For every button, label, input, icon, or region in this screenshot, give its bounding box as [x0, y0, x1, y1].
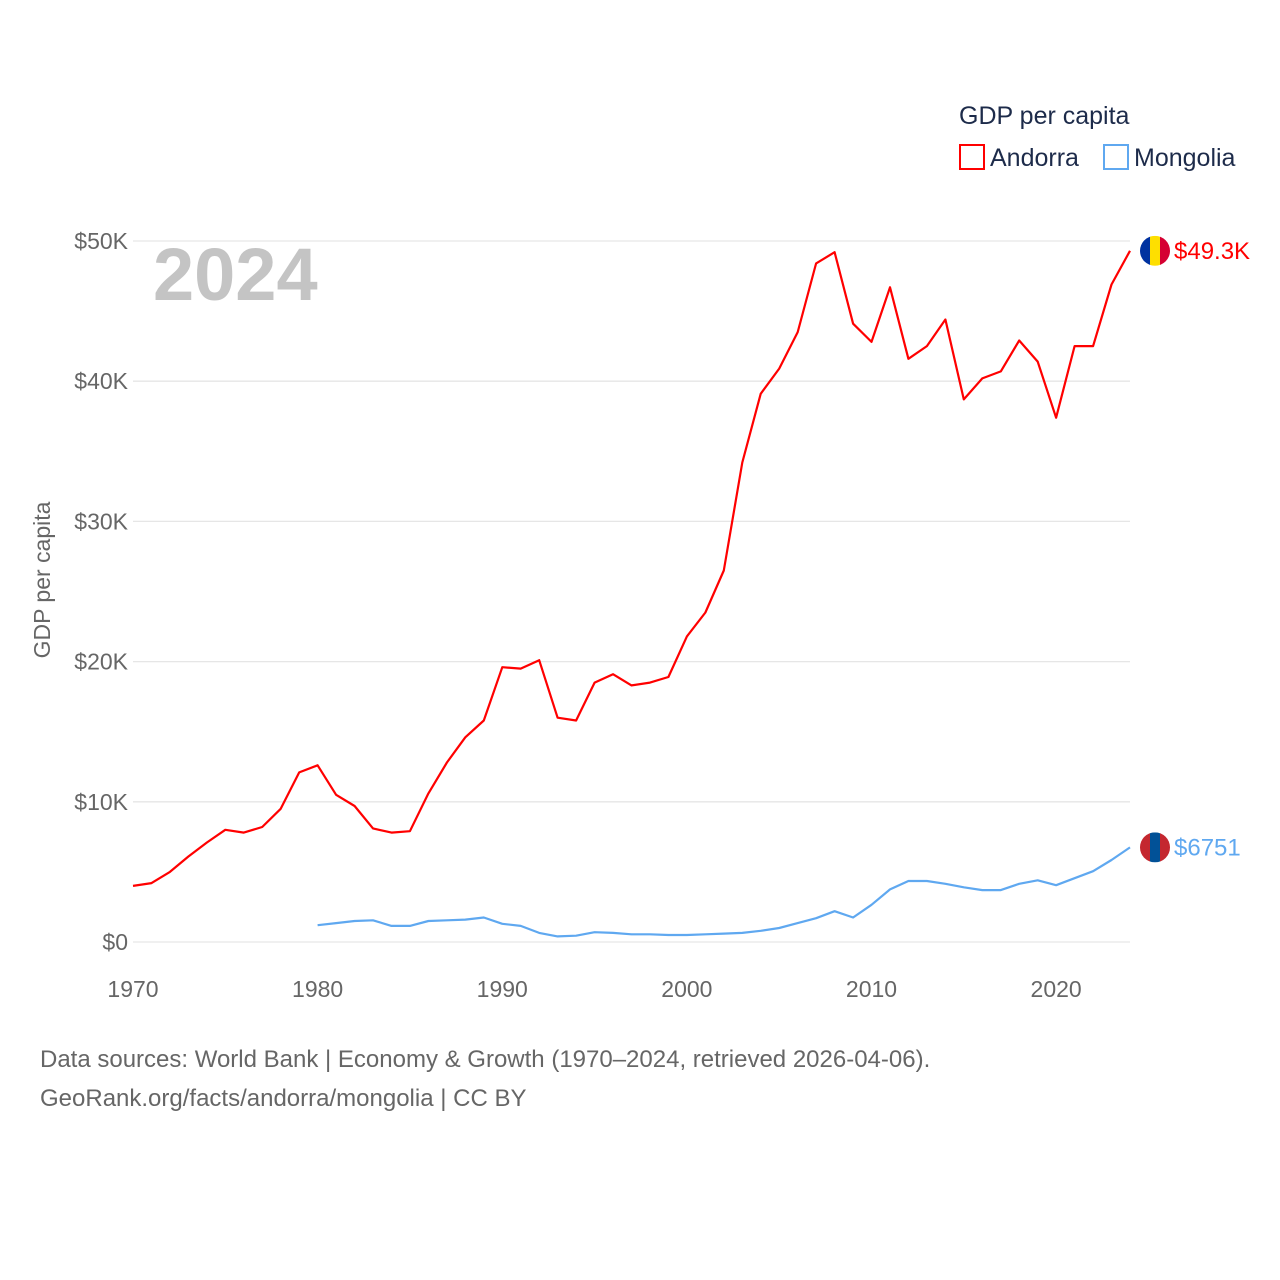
- y-tick-label: $20K: [74, 649, 128, 675]
- x-tick-label: 2000: [661, 976, 712, 1002]
- flag-mongolia-icon: [1140, 832, 1170, 863]
- data-source-note: Data sources: World Bank | Economy & Gro…: [40, 1046, 931, 1073]
- x-tick-label: 1980: [292, 976, 343, 1002]
- legend-swatch-andorra[interactable]: [959, 144, 985, 170]
- legend-title: GDP per capita: [959, 102, 1130, 130]
- legend-label-mongolia[interactable]: Mongolia: [1134, 144, 1236, 172]
- x-axis-ticks: 1970 1980 1990 2000 2010 2020: [107, 976, 1081, 1002]
- y-tick-label: $30K: [74, 508, 128, 534]
- x-tick-label: 2010: [846, 976, 897, 1002]
- x-tick-label: 1970: [107, 976, 158, 1002]
- series-lines: [132, 250, 1131, 938]
- y-tick-label: $40K: [74, 368, 128, 394]
- gridlines: [133, 240, 1130, 943]
- x-tick-label: 1990: [477, 976, 528, 1002]
- y-axis-ticks: $0 $10K $20K $30K $40K $50K: [74, 228, 128, 955]
- legend: GDP per capita Andorra Mongolia: [959, 102, 1236, 172]
- y-axis-label: GDP per capita: [29, 501, 55, 658]
- y-tick-label: $0: [102, 929, 128, 955]
- x-tick-label: 2020: [1031, 976, 1082, 1002]
- legend-swatch-mongolia[interactable]: [1103, 144, 1129, 170]
- end-label-mongolia: $6751: [1174, 834, 1241, 861]
- flag-andorra-icon: [1140, 235, 1170, 266]
- y-tick-label: $10K: [74, 789, 128, 815]
- year-watermark: 2024: [153, 233, 318, 316]
- source-url: GeoRank.org/facts/andorra/mongolia | CC …: [40, 1085, 527, 1112]
- legend-label-andorra[interactable]: Andorra: [990, 144, 1079, 172]
- series-line-mongolia[interactable]: [317, 846, 1131, 938]
- series-end-labels: $49.3K $6751: [1140, 235, 1250, 863]
- end-label-andorra: $49.3K: [1174, 238, 1250, 265]
- series-line-andorra[interactable]: [132, 250, 1131, 887]
- y-tick-label: $50K: [74, 228, 128, 254]
